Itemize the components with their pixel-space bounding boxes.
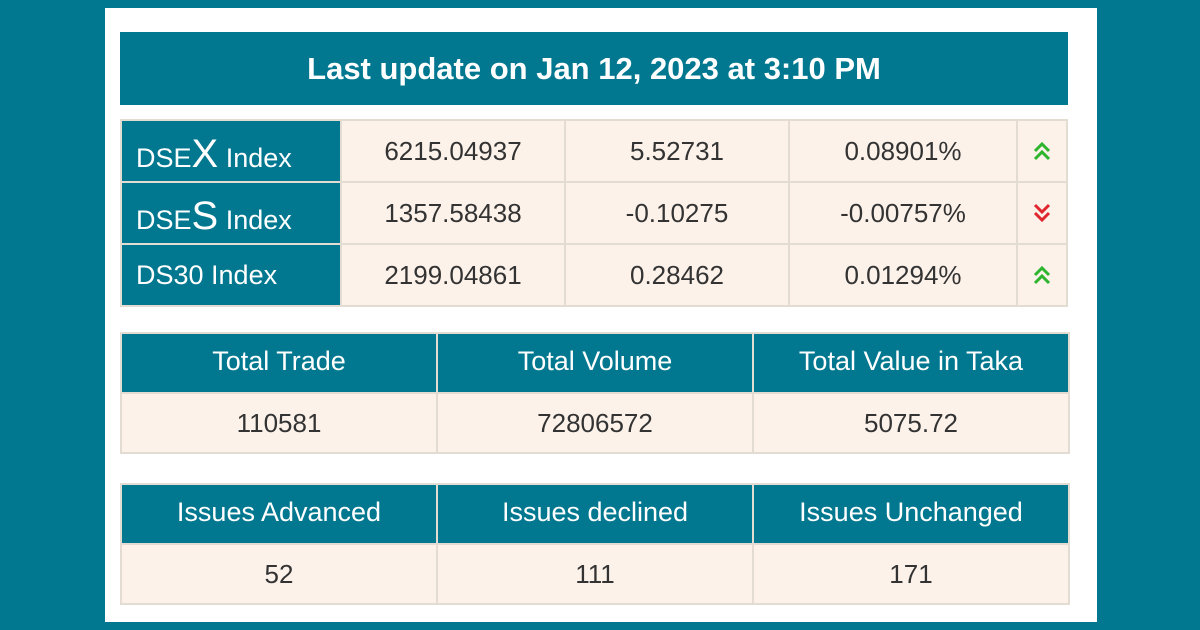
index-name-ds30: DS30 Index — [122, 245, 340, 305]
issues-declined-value: 111 — [438, 545, 752, 603]
trade-summary-table: Total Trade Total Volume Total Value in … — [120, 332, 1070, 454]
issues-summary-table: Issues Advanced Issues declined Issues U… — [120, 483, 1070, 605]
trade-summary-header-row: Total Trade Total Volume Total Value in … — [122, 334, 1068, 392]
issues-declined-header: Issues declined — [438, 485, 752, 543]
index-change: 5.52731 — [566, 121, 788, 181]
index-row-ds30: DS30 Index 2199.04861 0.28462 0.01294% — [122, 245, 1066, 305]
total-trade-value: 110581 — [122, 394, 436, 452]
double-chevron-up-icon — [1018, 245, 1066, 305]
index-percent: 0.01294% — [790, 245, 1016, 305]
total-trade-header: Total Trade — [122, 334, 436, 392]
index-value: 1357.58438 — [342, 183, 564, 243]
issues-advanced-header: Issues Advanced — [122, 485, 436, 543]
index-value: 2199.04861 — [342, 245, 564, 305]
index-name-dses: DSES Index — [122, 183, 340, 243]
trade-summary-value-row: 110581 72806572 5075.72 — [122, 394, 1068, 452]
last-update-text: Last update on Jan 12, 2023 at 3:10 PM — [307, 50, 881, 86]
issues-summary-value-row: 52 111 171 — [122, 545, 1068, 603]
issues-summary-header-row: Issues Advanced Issues declined Issues U… — [122, 485, 1068, 543]
index-row-dsex: DSEX Index 6215.04937 5.52731 0.08901% — [122, 121, 1066, 181]
index-percent: 0.08901% — [790, 121, 1016, 181]
index-value: 6215.04937 — [342, 121, 564, 181]
total-value-header: Total Value in Taka — [754, 334, 1068, 392]
market-summary-card: Last update on Jan 12, 2023 at 3:10 PM D… — [105, 8, 1097, 622]
index-change: 0.28462 — [566, 245, 788, 305]
index-table: DSEX Index 6215.04937 5.52731 0.08901% D… — [120, 119, 1068, 307]
double-chevron-up-icon — [1018, 121, 1066, 181]
index-change: -0.10275 — [566, 183, 788, 243]
double-chevron-down-icon — [1018, 183, 1066, 243]
index-row-dses: DSES Index 1357.58438 -0.10275 -0.00757% — [122, 183, 1066, 243]
issues-unchanged-header: Issues Unchanged — [754, 485, 1068, 543]
index-percent: -0.00757% — [790, 183, 1016, 243]
total-volume-value: 72806572 — [438, 394, 752, 452]
index-name-dsex: DSEX Index — [122, 121, 340, 181]
total-value-value: 5075.72 — [754, 394, 1068, 452]
last-update-banner: Last update on Jan 12, 2023 at 3:10 PM — [120, 32, 1068, 105]
total-volume-header: Total Volume — [438, 334, 752, 392]
issues-advanced-value: 52 — [122, 545, 436, 603]
issues-unchanged-value: 171 — [754, 545, 1068, 603]
